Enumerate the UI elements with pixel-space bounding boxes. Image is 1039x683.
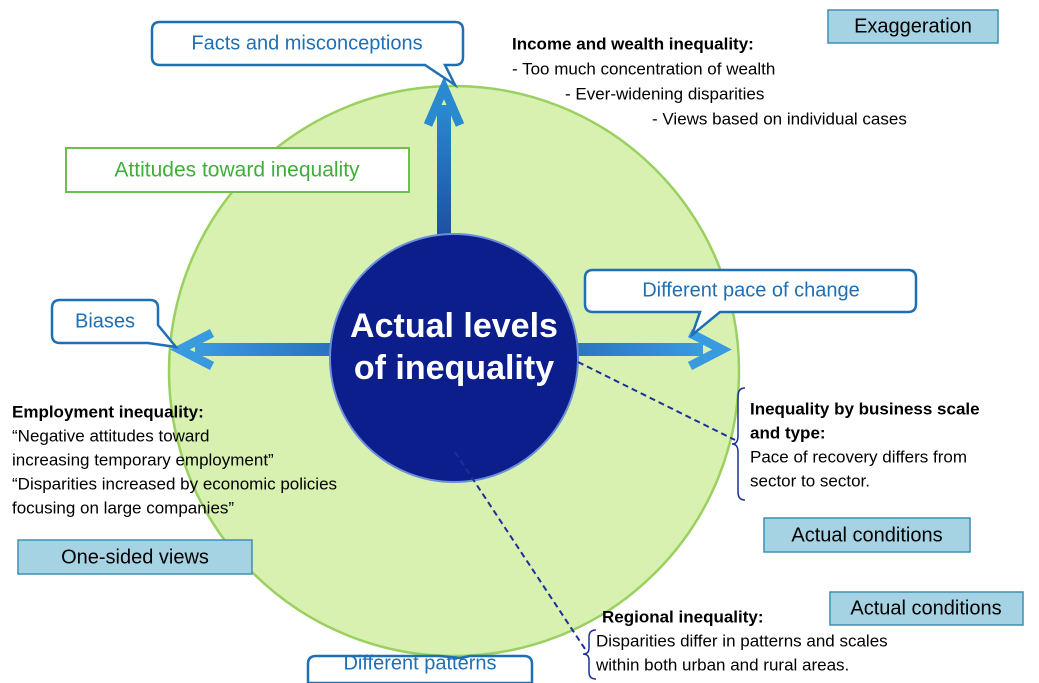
employment-heading: Employment inequality: <box>12 402 204 421</box>
attitudes-text: Attitudes toward inequality <box>114 159 360 182</box>
income-line: - Views based on individual cases <box>652 109 907 128</box>
tag-text: Actual conditions <box>791 524 942 546</box>
center-text: Actual levels <box>350 307 558 345</box>
employment-line: “Negative attitudes toward <box>12 426 210 445</box>
center-circle <box>329 233 579 483</box>
center-text: of inequality <box>354 349 554 387</box>
business-heading: and type: <box>750 423 826 442</box>
business-heading: Inequality by business scale <box>750 399 980 418</box>
regional-line: Disparities differ in patterns and scale… <box>596 631 888 650</box>
tag-text: One-sided views <box>61 546 209 568</box>
tag-box <box>17 539 253 575</box>
employment-line: increasing temporary employment” <box>12 450 274 469</box>
callout: Different pace of change <box>583 268 918 339</box>
callout-text: Biases <box>75 310 135 332</box>
income-line: - Too much concentration of wealth <box>512 59 775 78</box>
callout: Facts and misconceptions <box>150 20 465 89</box>
tag-box <box>763 517 971 553</box>
callout: Different patterns <box>306 652 534 683</box>
callout-text: Facts and misconceptions <box>191 32 422 54</box>
callout-text: Different pace of change <box>642 279 860 301</box>
regional-heading: Regional inequality: <box>602 607 764 626</box>
tag-box <box>829 591 1024 626</box>
brace <box>731 387 746 501</box>
regional-line: within both urban and rural areas. <box>595 655 849 674</box>
tag-text: Exaggeration <box>854 15 972 37</box>
employment-line: “Disparities increased by economic polic… <box>12 474 337 493</box>
business-line: Pace of recovery differs from <box>750 447 967 466</box>
brace <box>582 629 597 680</box>
income-heading: Income and wealth inequality: <box>512 34 754 53</box>
callout: Biases <box>50 298 179 349</box>
income-line: - Ever-widening disparities <box>565 84 764 103</box>
business-line: sector to sector. <box>750 471 870 490</box>
attitudes-box <box>65 147 410 193</box>
tag-box <box>827 9 999 44</box>
callout-text: Different patterns <box>343 652 496 674</box>
employment-line: focusing on large companies” <box>12 498 234 517</box>
tag-text: Actual conditions <box>850 597 1001 619</box>
